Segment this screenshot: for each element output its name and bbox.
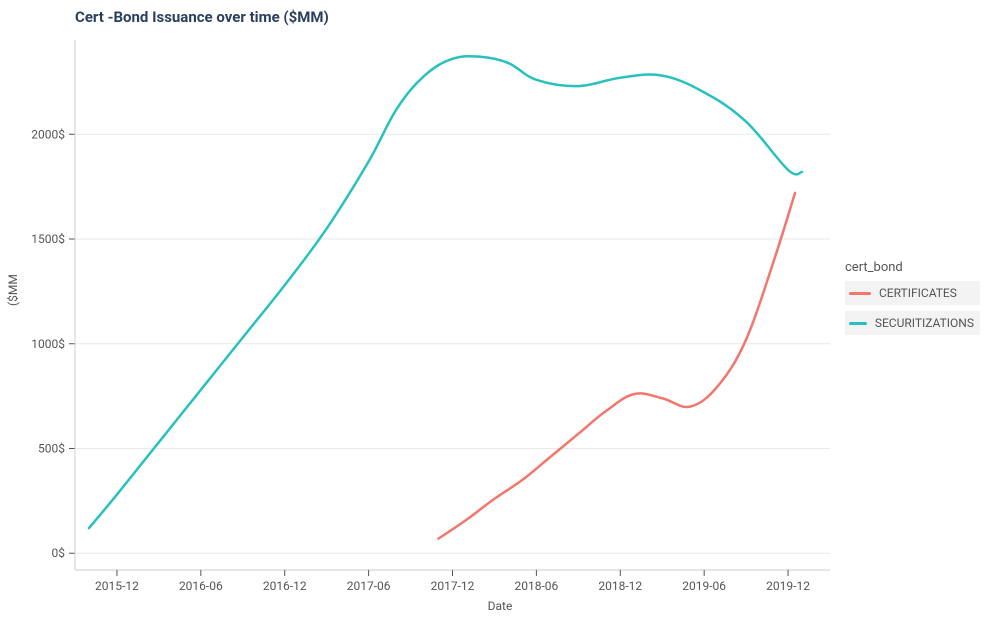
x-axis-label: Date — [488, 599, 513, 613]
chart-title: Cert -Bond Issuance over time ($MM) — [75, 8, 329, 26]
svg-text:2016-06: 2016-06 — [179, 579, 223, 593]
svg-text:2017-06: 2017-06 — [347, 579, 391, 593]
svg-text:2019-12: 2019-12 — [766, 579, 810, 593]
legend-item-securitizations[interactable]: SECURITIZATIONS — [845, 311, 980, 335]
legend-title: cert_bond — [845, 260, 980, 275]
legend-swatch-securitizations — [849, 322, 867, 325]
svg-text:2018-12: 2018-12 — [598, 579, 642, 593]
svg-text:2000$: 2000$ — [31, 127, 65, 141]
svg-text:2018-06: 2018-06 — [514, 579, 558, 593]
chart-container: Cert -Bond Issuance over time ($MM) 0$ 50… — [0, 0, 1000, 625]
svg-text:0$: 0$ — [52, 546, 66, 560]
legend-item-certificates[interactable]: CERTIFICATES — [845, 281, 980, 305]
svg-text:2017-12: 2017-12 — [431, 579, 475, 593]
series-certificates — [439, 193, 796, 539]
legend-label-certificates: CERTIFICATES — [879, 286, 957, 300]
svg-text:1000$: 1000$ — [31, 337, 65, 351]
legend: cert_bond CERTIFICATES SECURITIZATIONS — [845, 260, 980, 341]
svg-text:1500$: 1500$ — [31, 232, 65, 246]
y-axis-label: ($MM — [6, 274, 20, 306]
svg-text:2016-12: 2016-12 — [263, 579, 307, 593]
svg-text:2019-06: 2019-06 — [682, 579, 726, 593]
series-securitizations — [89, 56, 802, 528]
legend-label-securitizations: SECURITIZATIONS — [875, 316, 974, 330]
svg-text:2015-12: 2015-12 — [95, 579, 139, 593]
legend-swatch-certificates — [849, 292, 871, 295]
svg-text:500$: 500$ — [38, 441, 65, 455]
